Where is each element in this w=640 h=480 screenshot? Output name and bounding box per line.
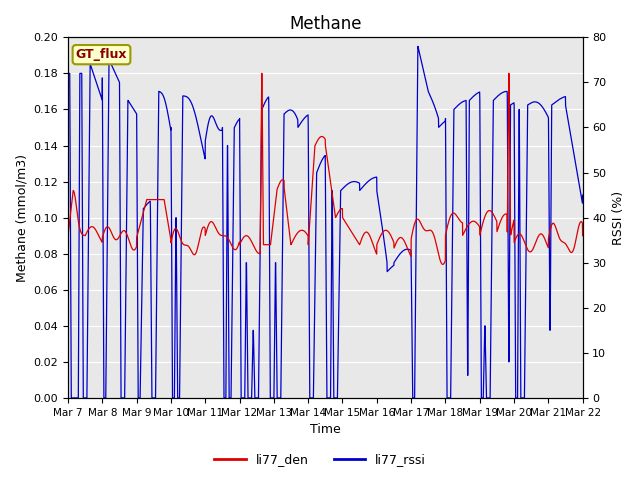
X-axis label: Time: Time xyxy=(310,423,340,436)
Title: Methane: Methane xyxy=(289,15,362,33)
Text: GT_flux: GT_flux xyxy=(76,48,127,61)
Y-axis label: Methane (mmol/m3): Methane (mmol/m3) xyxy=(15,154,28,282)
Y-axis label: RSSI (%): RSSI (%) xyxy=(612,191,625,245)
Legend: li77_den, li77_rssi: li77_den, li77_rssi xyxy=(209,448,431,471)
